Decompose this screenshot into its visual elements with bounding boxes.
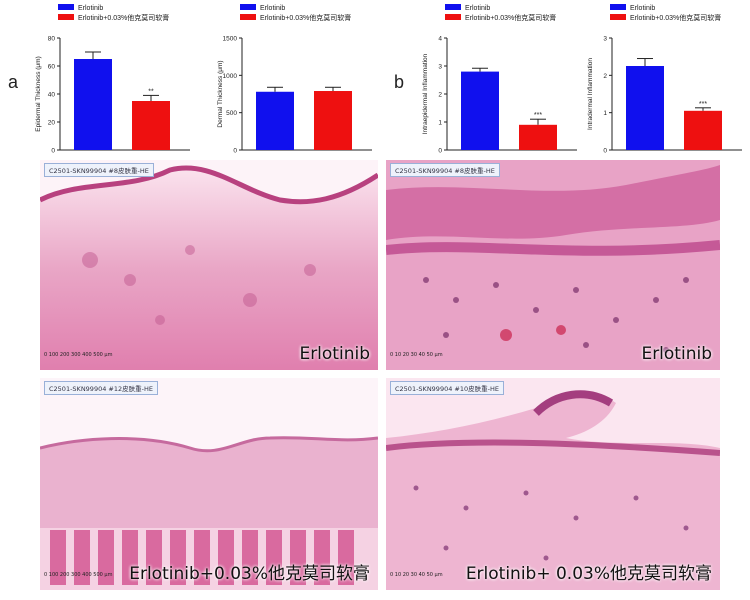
y-tick-label: 2 [603,73,607,80]
photo-tag: C2501-SKN99904 #8皮肤重-HE [44,163,154,177]
histology-image [386,378,720,590]
photo-tag: C2501-SKN99904 #8皮肤重-HE [390,163,500,177]
histology-photo-combo-high: C2501-SKN99904 #10皮肤重-HE 0 10 20 30 40 5… [386,378,720,590]
y-tick-label: 1 [603,110,607,117]
histology-image [40,160,378,370]
legend-label-2: Erlotinib+0.03%他克莫司软膏 [465,13,556,22]
significance-marker: *** [534,112,542,119]
y-tick-label: 20 [48,120,56,127]
legend-swatch-1 [58,4,74,10]
y-axis-label: Intraepidermal Inflammation [422,53,429,134]
panel-label-a: a [8,72,19,92]
legend-swatch-2 [240,14,256,20]
photo-caption: Erlotinib+ 0.03%他克莫司软膏 [465,564,712,584]
y-tick-label: 60 [48,64,56,71]
y-tick-label: 1 [438,120,442,127]
y-tick-label: 2 [438,92,442,99]
bar-2 [132,101,170,150]
histology-photo-erlotinib-low: C2501-SKN99904 #8皮肤重-HE 0 100 200 300 40… [40,160,378,370]
histology-photo-erlotinib-high: C2501-SKN99904 #8皮肤重-HE 0 10 20 30 40 50… [386,160,720,370]
photo-caption: Erlotinib+0.03%他克莫司软膏 [129,564,370,584]
scale-bar: 0 10 20 30 40 50 μm [390,352,443,358]
legend-label-1: Erlotinib [630,5,655,12]
bar-1 [461,71,499,150]
bar-2 [314,91,352,150]
photo-tag: C2501-SKN99904 #10皮肤重-HE [390,381,504,395]
photo-caption: Erlotinib [641,344,712,364]
significance-marker: ** [148,88,154,95]
legend-label-2: Erlotinib+0.03%他克莫司软膏 [78,13,169,22]
y-tick-label: 3 [603,36,607,43]
y-tick-label: 3 [438,64,442,71]
panel-label-b: b [394,72,405,92]
bar-1 [74,59,112,150]
histology-image [386,160,720,370]
y-tick-label: 0 [603,148,607,155]
legend-swatch-1 [445,4,461,10]
histology-photo-combo-low: C2501-SKN99904 #12皮肤重-HE 0 100 200 300 4… [40,378,378,590]
legend-label-2: Erlotinib+0.03%他克莫司软膏 [260,13,351,22]
photo-tag: C2501-SKN99904 #12皮肤重-HE [44,381,158,395]
photo-caption: Erlotinib [299,344,370,364]
y-tick-label: 0 [233,148,237,155]
bar-2 [519,124,557,150]
legend-swatch-1 [610,4,626,10]
scale-bar: 0 100 200 300 400 500 μm [44,572,113,578]
y-axis-label: Intradermal Inflammation [587,58,594,130]
intradermal-inflammation-chart: Erlotinib Erlotinib+0.03%他克莫司软膏 0 1 2 3 Intrad… [570,0,750,160]
y-tick-label: 4 [438,36,442,43]
y-axis-label: Epidermal Thickness (μm) [35,56,42,132]
dermal-thickness-chart: Erlotinib Erlotinib+0.03%他克莫司软膏 0 500 1000 15… [200,0,380,160]
y-tick-label: 80 [48,36,56,43]
legend-label-2: Erlotinib+0.03%他克莫司软膏 [630,13,721,22]
significance-marker: *** [699,101,707,108]
legend-swatch-2 [610,14,626,20]
legend-label-1: Erlotinib [260,5,285,12]
epidermal-thickness-chart: Erlotinib Erlotinib+0.03%他克莫司软膏 0 20 40 60 80 E… [18,0,198,160]
legend-swatch-1 [240,4,256,10]
y-tick-label: 40 [48,92,56,99]
intraepidermal-inflammation-chart: Erlotinib Erlotinib+0.03%他克莫司软膏 0 1 2 3 4 Intra… [405,0,585,160]
histology-image [40,378,378,590]
y-tick-label: 0 [51,148,55,155]
y-axis-label: Dermal Thickness (μm) [217,60,224,127]
bar-1 [626,66,664,150]
bar-2 [684,110,722,150]
y-tick-label: 0 [438,148,442,155]
legend-swatch-2 [445,14,461,20]
y-tick-label: 500 [226,110,237,117]
scale-bar: 0 10 20 30 40 50 μm [390,572,443,578]
legend-label-1: Erlotinib [78,5,103,12]
y-tick-label: 1000 [223,73,238,80]
legend-swatch-2 [58,14,74,20]
scale-bar: 0 100 200 300 400 500 μm [44,352,113,358]
bar-1 [256,91,294,150]
y-tick-label: 1500 [223,36,238,43]
legend-label-1: Erlotinib [465,5,490,12]
